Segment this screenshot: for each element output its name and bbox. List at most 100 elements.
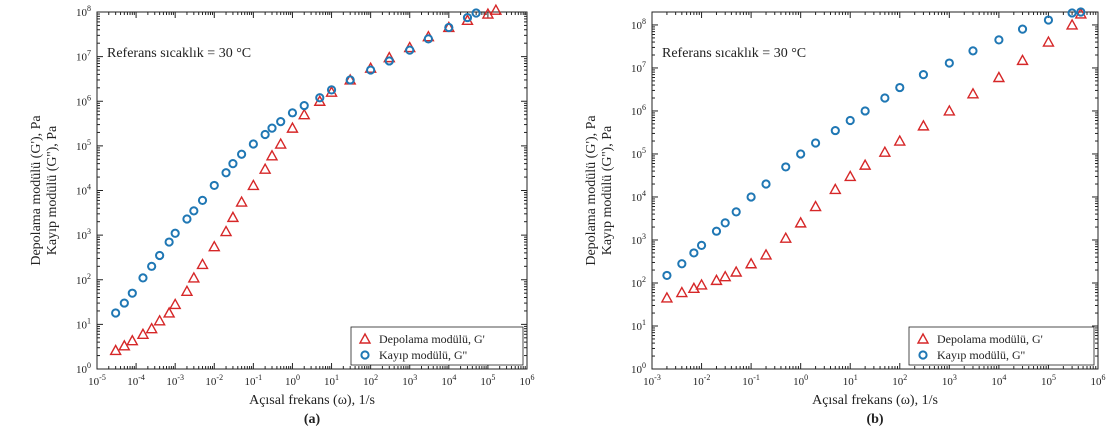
- chart-panel-b: 10-3 10-2 10-1 100 101 102 103 104 105 106 100 101 1…: [584, 7, 1106, 427]
- reference-temperature-annotation: Referans sıcaklık = 30 °C: [662, 46, 806, 61]
- y-tick-label: 100: [631, 361, 646, 376]
- storage-modulus-point: [829, 182, 842, 195]
- loss-modulus-point: [299, 100, 309, 111]
- loss-modulus-point: [895, 82, 905, 93]
- storage-modulus-point: [109, 344, 122, 356]
- loss-modulus-point: [696, 240, 707, 250]
- loss-legend-marker: [360, 350, 370, 360]
- x-tick-label: 10-3: [643, 373, 661, 388]
- storage-legend-marker: [358, 332, 372, 344]
- x-tick-label: 101: [324, 373, 339, 388]
- loss-modulus-point: [860, 106, 870, 116]
- storage-modulus-point: [136, 327, 150, 339]
- loss-modulus-point: [182, 214, 192, 224]
- x-tick-label: 106: [1091, 373, 1106, 388]
- storage-modulus-point: [844, 170, 857, 182]
- x-tick-label: 102: [363, 373, 378, 388]
- loss-modulus-point: [267, 123, 277, 133]
- y-tick-label: 103: [76, 227, 91, 242]
- legend-box: [908, 326, 1095, 366]
- loss-modulus-point: [197, 195, 208, 205]
- loss-modulus-point: [326, 85, 337, 95]
- y-tick-label: 102: [631, 275, 646, 290]
- storage-modulus-point: [695, 278, 708, 290]
- storage-modulus-point: [992, 71, 1006, 83]
- loss-modulus-point: [918, 70, 929, 80]
- x-tick-label: 104: [441, 373, 456, 388]
- x-tick-label: 10-2: [693, 373, 711, 388]
- storage-modulus-point: [943, 104, 956, 116]
- loss-modulus-point: [111, 308, 121, 318]
- y-tick-label: 106: [631, 103, 646, 118]
- legend: Depolama modülü, G' Kayıp modülü, G'': [350, 326, 524, 366]
- x-axis-label: Açısal frekans (ω), 1/s: [812, 393, 938, 408]
- loss-modulus-point: [209, 180, 219, 191]
- loss-modulus-point: [471, 8, 481, 18]
- x-tick-label: 10-1: [742, 373, 760, 388]
- loss-modulus-point: [746, 192, 756, 202]
- y-axis-label-loss: Kayıp modülü (G''), Pa: [45, 125, 60, 255]
- y-tick-label: 108: [76, 4, 91, 19]
- y-tick-label: 105: [631, 146, 646, 161]
- storage-modulus-point: [247, 178, 260, 191]
- loss-modulus-point: [366, 65, 376, 75]
- chart-panel-a: 10-5 10-4 10-3 10-2 10-1 100 101 102 103 104 105 10…: [29, 3, 535, 427]
- storage-modulus-point: [168, 297, 182, 310]
- y-tick-label: 108: [631, 17, 646, 32]
- loss-modulus-point: [236, 149, 247, 159]
- x-axis-label: Açısal frekans (ω), 1/s: [249, 393, 375, 408]
- legend-label: Kayıp modülü, G'': [379, 348, 467, 362]
- storage-modulus-point: [893, 134, 906, 146]
- loss-modulus-series: [662, 7, 1086, 281]
- storage-modulus-point: [1016, 53, 1029, 66]
- loss-modulus-point: [677, 259, 687, 269]
- loss-modulus-point: [810, 138, 821, 148]
- loss-modulus-point: [315, 93, 325, 103]
- legend-label: Depolama modülü, G': [937, 332, 1043, 346]
- panel-label: (b): [866, 412, 883, 427]
- x-tick-label: 102: [892, 373, 907, 388]
- storage-modulus-point: [779, 231, 792, 243]
- storage-modulus-point: [481, 7, 495, 19]
- y-axis-label-loss: Kayıp modülü (G''), Pa: [600, 125, 615, 255]
- loss-modulus-point: [968, 46, 978, 56]
- y-tick-label: 104: [76, 183, 91, 198]
- loss-modulus-point: [1043, 15, 1054, 25]
- storage-modulus-point: [298, 108, 311, 120]
- storage-modulus-point: [265, 149, 279, 161]
- storage-modulus-point: [719, 270, 732, 282]
- loss-modulus-point: [119, 298, 129, 308]
- y-tick-label: 101: [76, 316, 91, 331]
- storage-modulus-point: [489, 3, 503, 15]
- loss-modulus-point: [170, 228, 180, 238]
- loss-modulus-series: [111, 8, 481, 318]
- x-tick-label: 103: [402, 373, 417, 388]
- loss-modulus-point: [1076, 7, 1086, 17]
- loss-modulus-point: [796, 149, 806, 159]
- storage-modulus-point: [1065, 18, 1079, 30]
- storage-modulus-point: [180, 284, 194, 297]
- loss-modulus-point: [138, 273, 148, 283]
- storage-modulus-point: [187, 271, 201, 283]
- loss-modulus-point: [711, 226, 722, 236]
- storage-modulus-point: [208, 240, 221, 252]
- plot-frame: [651, 11, 1099, 370]
- storage-modulus-point: [153, 314, 166, 326]
- storage-modulus-point: [660, 291, 674, 303]
- storage-modulus-point: [759, 248, 773, 260]
- storage-modulus-point: [145, 322, 158, 334]
- loss-modulus-point: [830, 125, 840, 136]
- storage-modulus-point: [235, 195, 248, 207]
- loss-modulus-point: [276, 116, 286, 127]
- loss-modulus-point: [731, 207, 741, 217]
- loss-modulus-point: [423, 34, 433, 44]
- legend: Depolama modülü, G' Kayıp modülü, G'': [908, 326, 1095, 366]
- y-tick-label: 106: [76, 93, 91, 108]
- loss-modulus-point: [944, 58, 954, 68]
- y-axis-label-storage: Depolama modülü (G'), Pa: [584, 115, 599, 266]
- loss-modulus-point: [127, 288, 137, 298]
- storage-modulus-point: [1042, 35, 1055, 47]
- storage-modulus-point: [196, 258, 209, 270]
- x-tick-label: 105: [1041, 373, 1056, 388]
